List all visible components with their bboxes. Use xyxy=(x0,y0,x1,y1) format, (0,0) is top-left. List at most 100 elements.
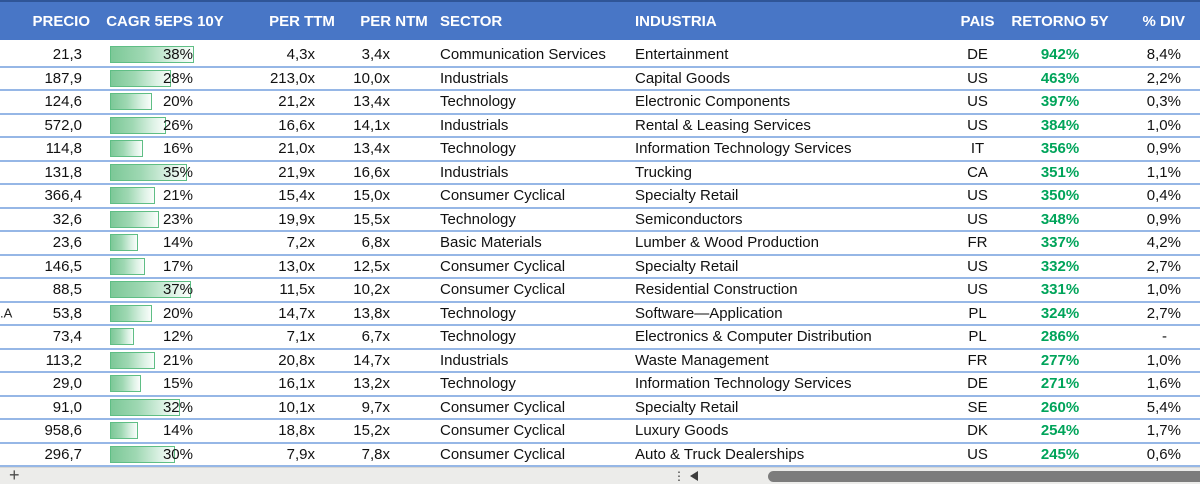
cell-per_ttm[interactable]: 21,2x xyxy=(278,93,315,111)
cell-div[interactable]: 1,0% xyxy=(1146,351,1181,369)
cell-sector[interactable]: Industrials xyxy=(440,163,509,181)
cell-sector[interactable]: Industrials xyxy=(440,351,509,369)
cell-industria[interactable]: Software—Application xyxy=(635,304,783,322)
cell-div[interactable]: 1,7% xyxy=(1146,422,1181,440)
cell-industria[interactable]: Information Technology Services xyxy=(635,375,852,393)
cell-retorno[interactable]: 463% xyxy=(1040,69,1080,87)
more-tabs-icon[interactable]: ⋮ xyxy=(673,469,685,483)
cell-sector[interactable]: Technology xyxy=(440,328,516,346)
cell-per_ttm[interactable]: 16,1x xyxy=(278,375,315,393)
cell-retorno[interactable]: 351% xyxy=(1040,163,1080,181)
column-header-ttm[interactable]: PER TTM xyxy=(269,12,335,30)
cell-industria[interactable]: Specialty Retail xyxy=(635,257,739,275)
cell-cagr[interactable]: 12% xyxy=(110,326,196,348)
cell-sector[interactable]: Technology xyxy=(440,93,516,111)
cell-retorno[interactable]: 942% xyxy=(1040,46,1080,64)
cell-div[interactable]: 0,3% xyxy=(1146,93,1181,111)
cell-precio[interactable]: 21,3 xyxy=(52,46,82,64)
cell-div[interactable]: 0,9% xyxy=(1146,140,1181,158)
cell-precio[interactable]: 113,2 xyxy=(45,351,82,369)
cell-pais[interactable]: IT xyxy=(970,140,985,158)
cell-per_ttm[interactable]: 16,6x xyxy=(278,116,315,134)
column-header-industria[interactable]: INDUSTRIA xyxy=(635,12,717,30)
cell-per_ntm[interactable]: 15,5x xyxy=(353,210,390,228)
column-header-precio[interactable]: PRECIO xyxy=(32,12,90,30)
cell-sector[interactable]: Basic Materials xyxy=(440,234,542,252)
cell-per_ttm[interactable]: 13,0x xyxy=(278,257,315,275)
cell-retorno[interactable]: 245% xyxy=(1040,445,1080,463)
cell-per_ntm[interactable]: 14,1x xyxy=(353,116,390,134)
cell-industria[interactable]: Waste Management xyxy=(635,351,769,369)
cell-retorno[interactable]: 348% xyxy=(1040,210,1080,228)
cell-retorno[interactable]: 397% xyxy=(1040,93,1080,111)
cell-per_ntm[interactable]: 16,6x xyxy=(353,163,390,181)
cell-precio[interactable]: 296,7 xyxy=(44,445,82,463)
cell-retorno[interactable]: 337% xyxy=(1040,234,1080,252)
cell-precio[interactable]: 73,4 xyxy=(52,328,82,346)
cell-per_ntm[interactable]: 15,0x xyxy=(353,187,390,205)
cell-pais[interactable]: US xyxy=(967,69,988,87)
cell-pais[interactable]: FR xyxy=(967,234,988,252)
cell-sector[interactable]: Consumer Cyclical xyxy=(440,398,566,416)
cell-pais[interactable]: PL xyxy=(968,328,987,346)
cell-div[interactable]: 0,4% xyxy=(1146,187,1181,205)
cell-cagr[interactable]: 35% xyxy=(110,162,196,184)
cell-pais[interactable]: US xyxy=(967,281,988,299)
cell-cagr[interactable]: 37% xyxy=(110,279,196,301)
cell-per_ntm[interactable]: 13,4x xyxy=(353,140,390,158)
cell-cagr[interactable]: 17% xyxy=(110,256,196,278)
cell-industria[interactable]: Residential Construction xyxy=(635,281,798,299)
cell-precio[interactable]: 23,6 xyxy=(52,234,82,252)
cell-sector[interactable]: Consumer Cyclical xyxy=(440,445,566,463)
cell-per_ntm[interactable]: 10,0x xyxy=(353,69,390,87)
cell-per_ttm[interactable]: 11,5x xyxy=(279,281,315,299)
cell-industria[interactable]: Information Technology Services xyxy=(635,140,852,158)
cell-per_ntm[interactable]: 10,2x xyxy=(353,281,390,299)
cell-industria[interactable]: Specialty Retail xyxy=(635,398,739,416)
cell-pais[interactable]: DK xyxy=(967,422,988,440)
cell-div[interactable]: 0,6% xyxy=(1146,445,1181,463)
cell-per_ntm[interactable]: 9,7x xyxy=(361,398,390,416)
cell-precio[interactable]: 124,6 xyxy=(44,93,82,111)
cell-pais[interactable]: US xyxy=(967,445,988,463)
cell-cagr[interactable]: 26% xyxy=(110,115,196,137)
cell-pais[interactable]: US xyxy=(967,187,988,205)
cell-industria[interactable]: Entertainment xyxy=(635,46,729,64)
cell-per_ttm[interactable]: 21,0x xyxy=(278,140,315,158)
cell-precio[interactable]: 53,8 xyxy=(52,304,82,322)
cell-div[interactable]: 8,4% xyxy=(1146,46,1181,64)
cell-per_ttm[interactable]: 15,4x xyxy=(278,187,315,205)
cell-pais[interactable]: US xyxy=(967,93,988,111)
column-header-ntm[interactable]: PER NTM xyxy=(360,12,428,30)
scroll-left-icon[interactable] xyxy=(690,471,698,481)
cell-per_ntm[interactable]: 12,5x xyxy=(353,257,390,275)
cell-industria[interactable]: Specialty Retail xyxy=(635,187,739,205)
cell-per_ttm[interactable]: 21,9x xyxy=(278,163,315,181)
cell-precio[interactable]: 146,5 xyxy=(44,257,82,275)
cell-div[interactable]: 1,0% xyxy=(1146,281,1181,299)
cell-retorno[interactable]: 356% xyxy=(1040,140,1080,158)
cell-per_ntm[interactable]: 3,4x xyxy=(361,46,390,64)
cell-retorno[interactable]: 332% xyxy=(1040,257,1080,275)
column-header-div[interactable]: % DIV xyxy=(1142,12,1185,30)
cell-sector[interactable]: Industrials xyxy=(440,69,509,87)
cell-cagr[interactable]: 15% xyxy=(110,373,196,395)
cell-precio[interactable]: 88,5 xyxy=(52,281,82,299)
cell-retorno[interactable]: 350% xyxy=(1040,187,1080,205)
cell-per_ttm[interactable]: 14,7x xyxy=(278,304,315,322)
cell-per_ntm[interactable]: 6,7x xyxy=(361,328,390,346)
cell-pais[interactable]: DE xyxy=(967,375,988,393)
cell-sector[interactable]: Consumer Cyclical xyxy=(440,257,566,275)
cell-industria[interactable]: Semiconductors xyxy=(635,210,743,228)
cell-cagr[interactable]: 20% xyxy=(110,303,196,325)
add-sheet-icon[interactable]: + xyxy=(9,467,20,484)
cell-sector[interactable]: Technology xyxy=(440,210,516,228)
cell-precio[interactable]: 32,6 xyxy=(52,210,82,228)
cell-industria[interactable]: Lumber & Wood Production xyxy=(635,234,819,252)
cell-retorno[interactable]: 384% xyxy=(1040,116,1080,134)
cell-sector[interactable]: Consumer Cyclical xyxy=(440,422,566,440)
cell-per_ntm[interactable]: 13,4x xyxy=(353,93,390,111)
cell-industria[interactable]: Auto & Truck Dealerships xyxy=(635,445,805,463)
cell-pais[interactable]: CA xyxy=(967,163,988,181)
cell-sector[interactable]: Consumer Cyclical xyxy=(440,281,566,299)
